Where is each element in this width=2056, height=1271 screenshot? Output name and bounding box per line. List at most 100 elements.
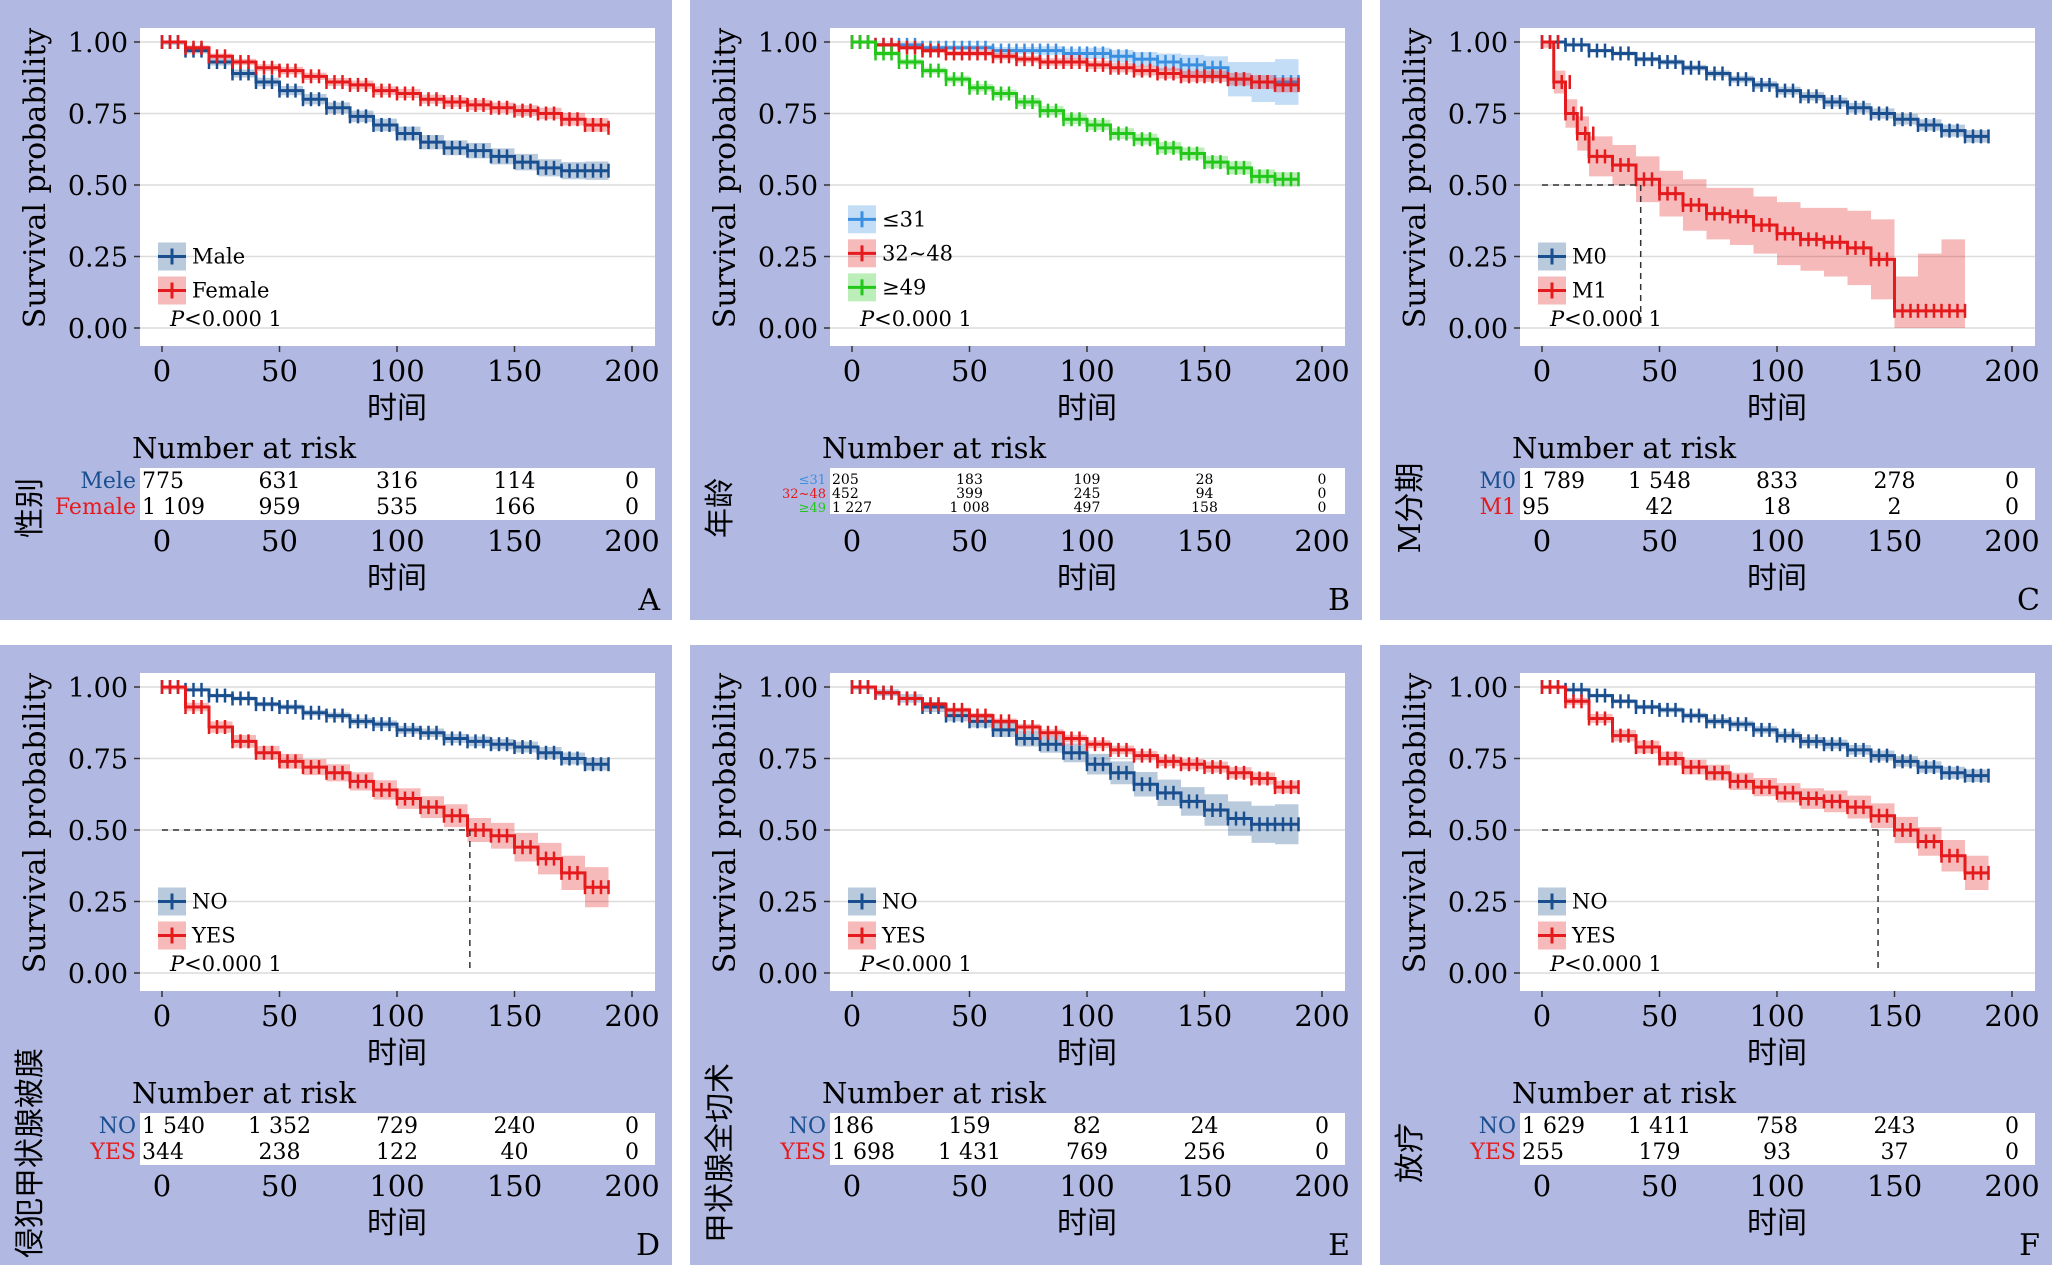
panel-F: 0.00 0.25 0.50 0.75 1.00 0 50 100 150 200 时间 Surviv… — [1380, 645, 2052, 1265]
risk-cell: 0 — [2005, 1114, 2019, 1139]
risk-cell: 1 227 — [832, 500, 872, 516]
y-tick-label: 0.75 — [758, 745, 818, 776]
risk-x-tick-label: 50 — [951, 524, 988, 558]
x-tick-label: 150 — [487, 999, 542, 1033]
p-threshold: <0.000 1 — [184, 952, 282, 976]
risk-cell: 631 — [259, 469, 301, 494]
y-tick-label: 0.50 — [1448, 816, 1508, 847]
risk-row-label: NO — [1479, 1114, 1516, 1139]
y-tick-label: 1.00 — [1448, 673, 1508, 704]
survival-curve-NO — [162, 685, 609, 766]
risk-cell: 95 — [1522, 495, 1550, 520]
ci-band-≤31 — [852, 42, 1299, 108]
y-tick-label: 0.00 — [1448, 314, 1508, 345]
y-tick-label: 0.25 — [68, 888, 128, 919]
risk-x-tick-label: 100 — [1059, 524, 1114, 558]
risk-y-axis-label: 甲状腺全切术 — [703, 1063, 738, 1243]
x-tick-label: 50 — [1641, 354, 1678, 388]
risk-cell: 0 — [2005, 469, 2019, 494]
risk-row-label: M1 — [1479, 495, 1516, 520]
risk-cell: 1 431 — [938, 1140, 1001, 1165]
risk-x-tick-label: 50 — [1641, 524, 1678, 558]
panel-B: 0.00 0.25 0.50 0.75 1.00 0 50 100 150 200 时间 Surviv… — [690, 0, 1362, 620]
risk-cell: 1 411 — [1628, 1114, 1691, 1139]
risk-x-axis-label: 时间 — [1057, 561, 1117, 596]
panel-letter: D — [636, 1228, 660, 1263]
x-tick-label: 50 — [951, 354, 988, 388]
ci-band-YES — [852, 687, 1299, 794]
risk-cell: 0 — [1318, 500, 1327, 516]
risk-row-label: 32~48 — [782, 487, 826, 502]
legend-label: ≤31 — [882, 207, 926, 231]
panel-letter: F — [2019, 1228, 2040, 1263]
legend-label: YES — [191, 924, 236, 948]
risk-table-area — [140, 468, 655, 520]
x-axis-label: 时间 — [367, 391, 427, 426]
risk-x-tick-label: 0 — [153, 1169, 171, 1203]
panel-letter: E — [1328, 1228, 1350, 1263]
panel-letter: C — [2017, 583, 2040, 618]
panel-letter: A — [637, 583, 660, 618]
x-tick-label: 100 — [369, 999, 424, 1033]
x-tick-label: 200 — [1984, 999, 2039, 1033]
risk-cell: 256 — [1184, 1140, 1226, 1165]
x-tick-label: 150 — [1177, 354, 1232, 388]
risk-x-axis-label: 时间 — [367, 1206, 427, 1241]
risk-x-tick-label: 150 — [487, 524, 542, 558]
risk-cell: 0 — [625, 1114, 639, 1139]
y-tick-label: 0.25 — [758, 888, 818, 919]
ci-band-Female — [162, 42, 609, 135]
y-axis-label: Survival probability — [18, 673, 53, 973]
risk-cell: 166 — [494, 495, 536, 520]
risk-cell: 122 — [376, 1140, 418, 1165]
p-threshold: <0.000 1 — [1564, 307, 1662, 331]
risk-cell: 729 — [376, 1114, 418, 1139]
risk-cell: 1 698 — [832, 1140, 895, 1165]
y-tick-label: 1.00 — [758, 28, 818, 59]
risk-cell: 18 — [1763, 495, 1791, 520]
legend-label: 32~48 — [882, 241, 953, 265]
survival-curve-M1 — [1542, 40, 1965, 313]
x-tick-label: 50 — [261, 354, 298, 388]
y-tick-label: 1.00 — [758, 673, 818, 704]
x-tick-label: 0 — [843, 354, 861, 388]
risk-cell: 0 — [1318, 486, 1327, 502]
risk-x-tick-label: 150 — [1867, 1169, 1922, 1203]
risk-table-title: Number at risk — [822, 1076, 1047, 1110]
x-axis-label: 时间 — [1057, 391, 1117, 426]
x-tick-label: 100 — [1059, 354, 1114, 388]
risk-table-area — [1520, 1113, 2035, 1165]
x-tick-label: 150 — [1867, 999, 1922, 1033]
ci-band-YES — [1542, 687, 1989, 892]
risk-table-title: Number at risk — [132, 1076, 357, 1110]
risk-cell: 205 — [832, 472, 859, 488]
risk-x-tick-label: 150 — [487, 1169, 542, 1203]
p-letter: P — [169, 307, 185, 331]
y-tick-label: 0.50 — [68, 816, 128, 847]
risk-row-label: YES — [89, 1140, 136, 1165]
p-threshold: <0.000 1 — [1564, 952, 1662, 976]
plot-area — [140, 28, 655, 346]
risk-cell: 0 — [1318, 472, 1327, 488]
plot-area — [1520, 673, 2035, 991]
risk-cell: 1 789 — [1522, 469, 1585, 494]
survival-curve-≥49 — [852, 40, 1299, 181]
risk-x-tick-label: 200 — [1294, 524, 1349, 558]
x-tick-label: 200 — [604, 999, 659, 1033]
ci-band-YES — [162, 687, 609, 911]
p-value: P<0.000 1 — [169, 307, 282, 331]
x-tick-label: 0 — [153, 354, 171, 388]
y-tick-label: 0.00 — [758, 959, 818, 990]
risk-cell: 179 — [1639, 1140, 1681, 1165]
risk-cell: 114 — [494, 469, 536, 494]
risk-x-axis-label: 时间 — [1747, 561, 1807, 596]
y-tick-label: 0.50 — [758, 171, 818, 202]
risk-cell: 0 — [625, 495, 639, 520]
x-tick-label: 200 — [1294, 354, 1349, 388]
risk-cell: 959 — [259, 495, 301, 520]
risk-x-tick-label: 0 — [153, 524, 171, 558]
risk-x-tick-label: 0 — [1533, 524, 1551, 558]
risk-cell: 344 — [142, 1140, 184, 1165]
y-tick-label: 0.00 — [68, 959, 128, 990]
